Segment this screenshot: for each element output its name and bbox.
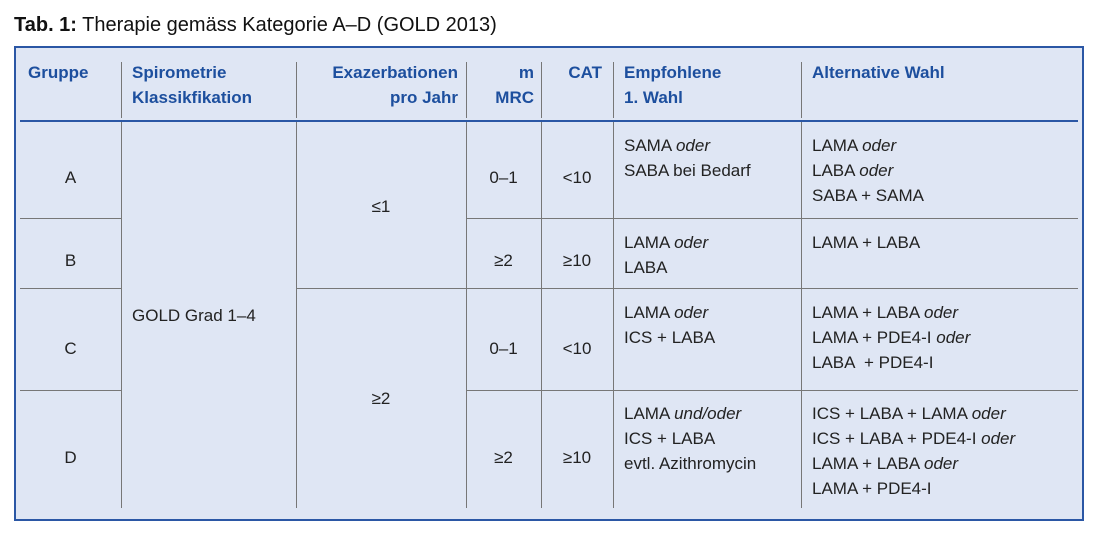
empfohlene-cell: LAMA oder LABA: [624, 233, 709, 277]
table-caption: Tab. 1: Therapie gemäss Kategorie A–D (G…: [14, 14, 497, 37]
caption-title: Therapie gemäss Kategorie A–D (GOLD 2013…: [82, 14, 497, 36]
alternative-cell: LAMA + LABA oder LAMA + PDE4-I oder LABA…: [812, 303, 971, 372]
empfohlene-cell: LAMA und/oder ICS + LABA evtl. Azithromy…: [624, 404, 757, 473]
gruppe-cell: C: [64, 339, 77, 358]
column-divider: [121, 122, 122, 508]
header-divider: [121, 62, 122, 118]
header-alternative: Alternative Wahl: [812, 63, 945, 82]
column-divider: [541, 122, 542, 508]
mmrc-cell: ≥2: [494, 251, 513, 270]
column-divider: [466, 122, 467, 508]
cat-cell: <10: [562, 168, 592, 187]
header-spirometrie: Spirometrie Klassikfikation: [132, 63, 252, 107]
header-divider: [613, 62, 614, 118]
gruppe-cell: A: [64, 168, 77, 187]
cat-cell: ≥10: [562, 448, 592, 467]
cat-cell: <10: [562, 339, 592, 358]
row-divider: [20, 390, 121, 391]
caption-label: Tab. 1:: [14, 14, 77, 36]
alternative-cell: ICS + LABA + LAMA oder ICS + LABA + PDE4…: [812, 404, 1016, 498]
row-divider: [20, 218, 121, 219]
mmrc-cell: 0–1: [489, 168, 518, 187]
header-divider: [296, 62, 297, 118]
header-gruppe: Gruppe: [28, 63, 89, 82]
empfohlene-cell: SAMA oder SABA bei Bedarf: [624, 136, 751, 180]
alternative-cell: LAMA + LABA: [812, 233, 921, 252]
header-divider: [801, 62, 802, 118]
gruppe-cell: B: [64, 251, 77, 270]
column-divider: [801, 122, 802, 508]
column-divider: [296, 122, 297, 508]
spirometrie-cell: GOLD Grad 1–4: [132, 306, 256, 325]
exazerbationen-ab-cell: ≤1: [371, 197, 391, 216]
row-divider: [20, 288, 121, 289]
row-divider: [296, 288, 1078, 289]
header-mmrc: m MRC: [495, 63, 534, 107]
empfohlene-cell: LAMA oder ICS + LABA: [624, 303, 716, 347]
header-empfohlene: Empfohlene 1. Wahl: [624, 63, 722, 107]
column-divider: [613, 122, 614, 508]
header-rule: [20, 120, 1078, 122]
header-divider: [466, 62, 467, 118]
header-exazerbationen: Exazerbationen pro Jahr: [332, 63, 458, 107]
header-divider: [541, 62, 542, 118]
therapy-table: Gruppe Spirometrie Klassikfikation Exaze…: [14, 46, 1084, 521]
alternative-cell: LAMA oder LABA oder SABA + SAMA: [812, 136, 924, 205]
row-divider: [466, 218, 1078, 219]
gruppe-cell: D: [64, 448, 77, 467]
row-divider: [466, 390, 1078, 391]
mmrc-cell: 0–1: [489, 339, 518, 358]
exazerbationen-cd-cell: ≥2: [371, 389, 391, 408]
header-cat: CAT: [568, 63, 602, 82]
cat-cell: ≥10: [562, 251, 592, 270]
mmrc-cell: ≥2: [494, 448, 513, 467]
